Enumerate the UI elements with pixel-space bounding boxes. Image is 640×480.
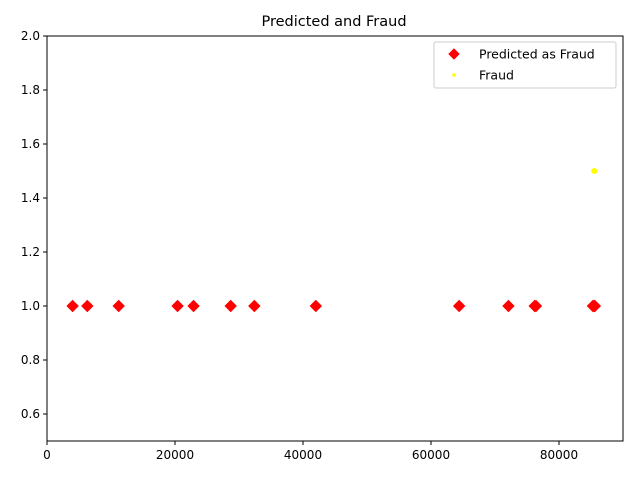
data-point [502,299,515,313]
x-tick-label: 40000 [284,448,322,462]
data-point [171,299,184,313]
legend-label: Predicted as Fraud [479,47,595,62]
y-tick-label: 1.8 [21,83,40,97]
y-axis: 0.6 0.8 1.0 1.2 1.4 1.6 1.8 2.0 [21,29,47,421]
data-point [591,168,598,174]
data-point [588,299,602,313]
x-tick-label: 0 [43,448,51,462]
y-tick-label: 1.0 [21,299,40,313]
legend-label: Fraud [479,68,514,83]
y-tick-label: 2.0 [21,29,40,43]
data-point [224,299,237,313]
data-point [309,299,323,313]
data-point [187,299,200,313]
data-point [66,299,79,313]
data-point [248,299,261,313]
y-tick-label: 0.6 [21,407,40,421]
y-tick-label: 1.2 [21,245,40,259]
x-axis: 0 20000 40000 60000 80000 [43,441,578,462]
y-tick-label: 1.6 [21,137,40,151]
x-tick-label: 60000 [412,448,450,462]
series-2 [591,168,598,174]
plot-marks [66,168,602,313]
legend-items: Predicted as Fraud Fraud [448,47,595,83]
data-point [112,299,125,313]
series-1 [66,299,602,313]
data-point [81,299,94,313]
legend-box [433,41,617,89]
y-tick-label: 1.4 [21,191,40,205]
y-tick-label: 0.8 [21,353,40,367]
x-tick-label: 20000 [156,448,194,462]
chart-title: Predicted and Fraud [261,14,406,30]
legend-marker [452,73,456,77]
data-point [452,299,466,313]
legend-marker [448,48,460,60]
plot-area-frame [46,35,624,442]
data-point [529,299,543,313]
legend: Predicted as Fraud Fraud [433,41,617,89]
x-tick-label: 80000 [540,448,578,462]
